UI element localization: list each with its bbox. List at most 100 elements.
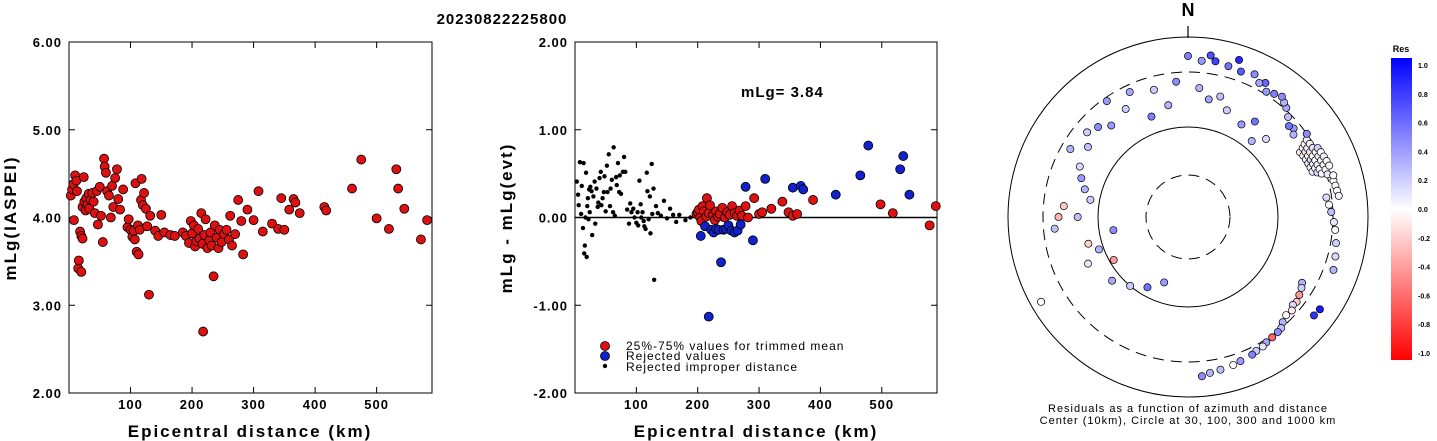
- data-point: [740, 201, 751, 211]
- station-marker: [1197, 56, 1206, 65]
- x-tick-label: 400: [303, 397, 328, 412]
- station-marker: [1315, 305, 1324, 314]
- station-residual-markers: [1037, 51, 1343, 381]
- y-axis-label: mLg - mLg(evt): [497, 143, 516, 294]
- data-point-improper: [575, 192, 581, 197]
- colorbar-tick-label: -0.4: [1418, 265, 1430, 272]
- station-marker: [1147, 112, 1156, 121]
- data-point: [904, 189, 915, 200]
- station-marker: [1125, 88, 1134, 97]
- station-marker: [1059, 202, 1068, 211]
- data-point-improper: [583, 170, 589, 175]
- data-point-improper: [602, 174, 607, 179]
- legend-marker-trimmed: [600, 341, 610, 351]
- data-point: [887, 208, 898, 219]
- data-point: [72, 186, 82, 197]
- data-point-improper: [635, 223, 641, 228]
- station-marker: [1278, 92, 1286, 101]
- data-point: [356, 154, 367, 165]
- data-point-improper: [589, 232, 595, 238]
- station-marker: [1094, 245, 1103, 254]
- y-tick-label: 1.00: [539, 123, 568, 138]
- data-point-improper: [647, 194, 653, 199]
- station-marker: [1229, 361, 1238, 369]
- data-point-improper: [580, 225, 586, 231]
- station-marker: [1329, 171, 1338, 180]
- legend-label-rejected: Rejected values: [626, 349, 726, 363]
- data-point-improper: [593, 221, 598, 226]
- data-point-improper: [585, 195, 591, 201]
- station-marker: [1084, 239, 1093, 248]
- data-point: [276, 193, 287, 204]
- data-point: [233, 195, 244, 205]
- data-point-improper: [618, 191, 624, 197]
- station-marker: [1206, 51, 1215, 60]
- data-point-improper: [670, 212, 676, 218]
- data-point-improper: [600, 195, 605, 201]
- station-marker: [1334, 191, 1343, 200]
- data-point-improper: [643, 226, 648, 232]
- north-label: N: [1182, 0, 1195, 20]
- station-marker: [1329, 265, 1338, 274]
- station-marker: [1109, 226, 1118, 235]
- station-marker: [1247, 137, 1256, 146]
- data-points: [574, 140, 941, 322]
- x-tick-label: 300: [241, 397, 266, 412]
- data-point: [399, 203, 410, 214]
- station-marker: [1332, 239, 1340, 248]
- data-point-improper: [631, 206, 636, 211]
- data-point-improper: [574, 179, 580, 184]
- data-point: [695, 231, 706, 241]
- data-point-improper: [677, 212, 682, 218]
- x-tick-label: 300: [747, 397, 772, 412]
- y-tick-label: 2.00: [33, 386, 62, 401]
- data-point: [193, 224, 204, 234]
- data-point: [267, 218, 277, 229]
- data-point-improper: [594, 186, 599, 191]
- data-point: [69, 215, 79, 226]
- data-point-improper: [589, 188, 594, 194]
- data-point-improper: [637, 178, 642, 183]
- mlg-annotation: mLg= 3.84: [741, 84, 824, 101]
- station-marker: [1297, 283, 1306, 292]
- data-point-improper: [606, 152, 611, 157]
- y-tick-label: -2.00: [533, 386, 568, 401]
- data-point-improper: [638, 202, 643, 207]
- data-point: [101, 167, 111, 178]
- y-tick-label: -1.00: [533, 298, 568, 313]
- station-marker: [1236, 357, 1245, 366]
- data-point-improper: [595, 204, 600, 210]
- data-points: [65, 153, 432, 337]
- data-point-improper: [587, 210, 592, 215]
- data-point: [749, 193, 760, 204]
- data-point-improper: [597, 175, 602, 181]
- data-point-improper: [626, 221, 632, 226]
- data-point: [930, 201, 941, 211]
- station-marker: [1143, 283, 1152, 292]
- data-point: [703, 311, 714, 322]
- station-marker: [1121, 105, 1130, 113]
- data-point: [198, 326, 209, 337]
- data-point: [115, 204, 125, 215]
- colorbar-tick-label: 0.2: [1418, 178, 1428, 185]
- colorbar: Res 1.0 0.8 0.6 0.4 0.2 0.0 -0.2 -0.4 -0.6 -0.8 -1…: [1391, 44, 1430, 360]
- data-point: [384, 224, 394, 234]
- data-point: [93, 219, 103, 230]
- data-point: [123, 214, 134, 225]
- colorbar-tick-label: 0.8: [1418, 92, 1428, 99]
- data-point: [290, 197, 301, 208]
- station-marker: [1329, 218, 1338, 227]
- y-tick-label: 2.00: [539, 35, 568, 50]
- station-marker: [1325, 200, 1333, 209]
- data-point: [748, 235, 758, 246]
- data-point-improper: [599, 203, 604, 208]
- data-point: [757, 207, 768, 218]
- data-point: [94, 181, 105, 192]
- data-point-improper: [598, 169, 603, 175]
- station-marker: [1108, 276, 1117, 285]
- station-marker: [1289, 130, 1298, 139]
- data-point: [78, 172, 89, 183]
- data-point-improper: [649, 161, 654, 167]
- data-point: [808, 195, 818, 205]
- data-point-improper: [648, 231, 653, 236]
